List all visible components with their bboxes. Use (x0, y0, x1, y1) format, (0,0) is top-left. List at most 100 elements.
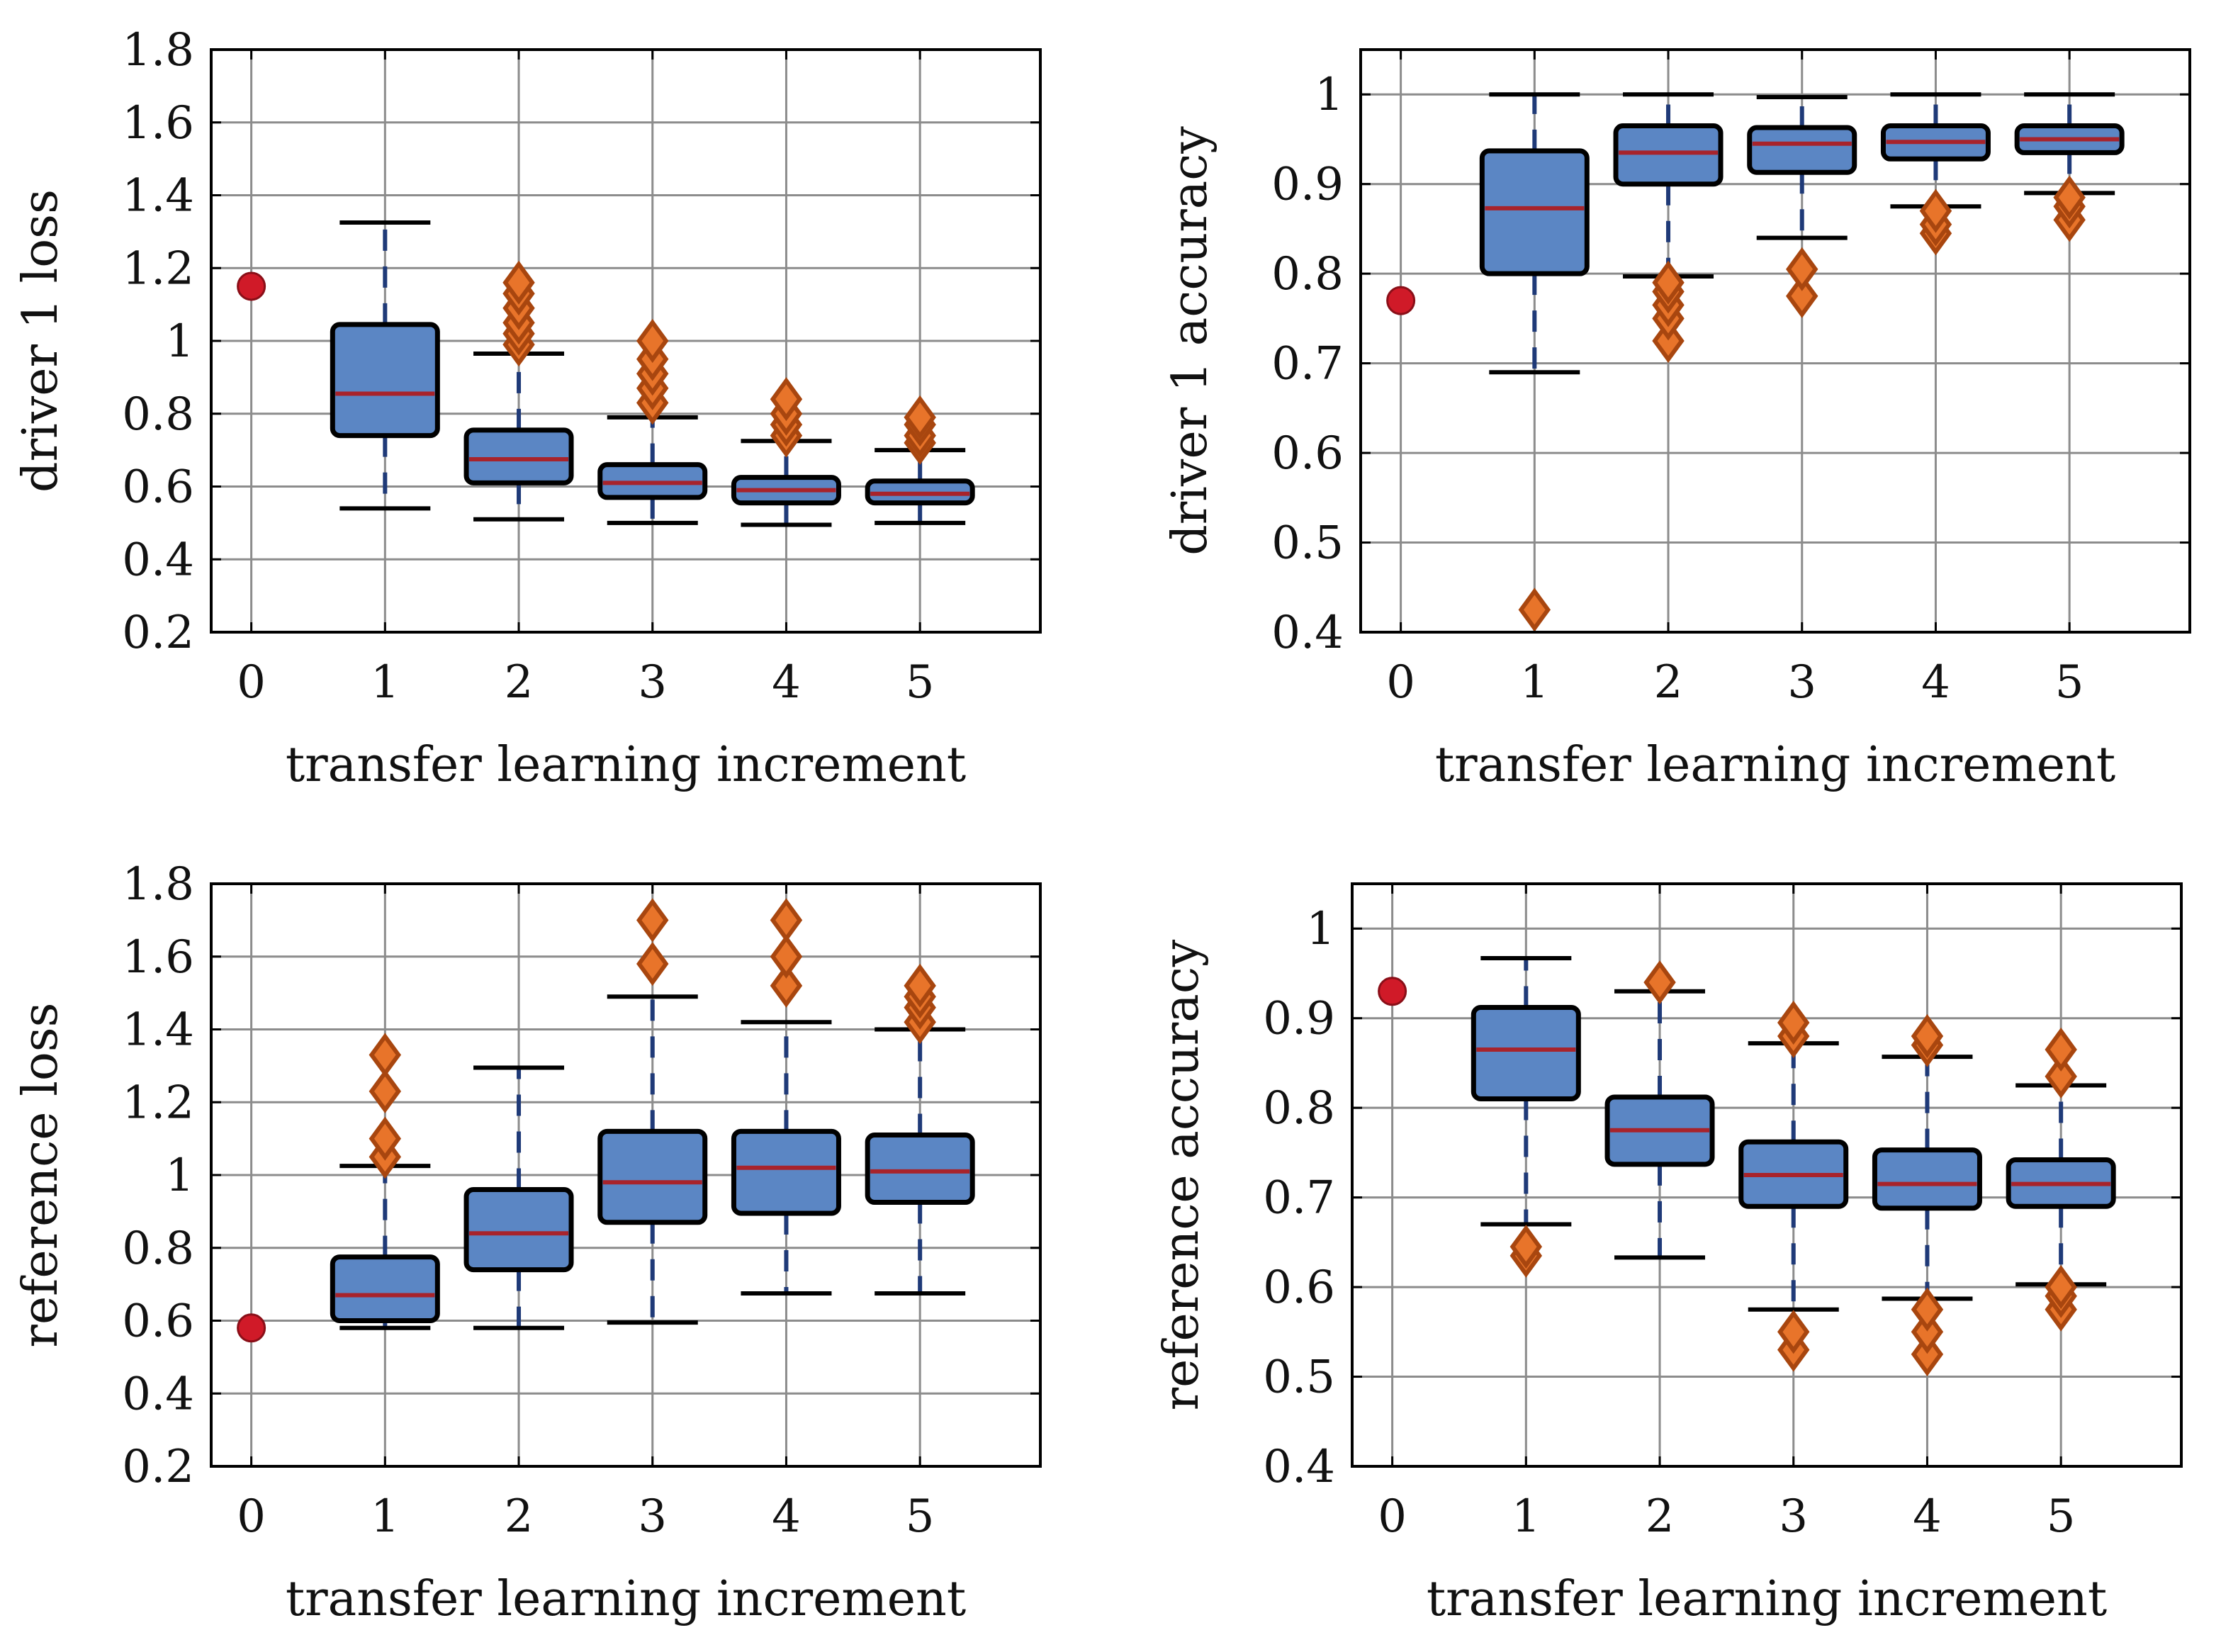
flier-point (1652, 318, 1685, 364)
flier-point (1919, 189, 1952, 233)
flier-point (1786, 274, 1818, 318)
baseline-point (1386, 286, 1416, 315)
flier-point (369, 1116, 402, 1161)
box-group-2 (463, 1065, 574, 1330)
x-tick-label: 4 (1913, 1490, 1942, 1543)
y-tick-label: 0.4 (122, 534, 194, 586)
box-group-4 (731, 898, 841, 1296)
box (865, 1132, 975, 1206)
tick-marks (1361, 50, 2190, 634)
x-tick-label: 3 (1787, 656, 1816, 709)
x-tick-label: 2 (1654, 656, 1683, 709)
y-tick-label: 1.4 (122, 1004, 194, 1057)
box-group-5 (2014, 92, 2125, 242)
box-group-4 (1872, 1013, 1982, 1377)
y-tick-label: 0.9 (1263, 993, 1335, 1045)
plot-frame (210, 48, 1042, 634)
y-tick-label: 0.6 (122, 461, 194, 514)
flier-point (1911, 1332, 1944, 1377)
flier-point (1518, 588, 1551, 632)
box-group-5 (2006, 1027, 2116, 1332)
x-tick-label: 5 (2047, 1490, 2076, 1543)
box-group-2 (463, 260, 574, 522)
flier-point (502, 260, 535, 305)
y-tick-label: 1.8 (122, 24, 194, 77)
flier-point (770, 934, 803, 979)
x-tick-label: 3 (638, 1490, 667, 1543)
x-tick-label: 1 (371, 1490, 400, 1543)
box-group-3 (597, 318, 708, 525)
x-tick-label: 1 (1520, 656, 1549, 709)
box-group-1 (330, 220, 440, 511)
box (1872, 1147, 1982, 1211)
flier-point (2045, 1027, 2077, 1072)
box (1471, 1005, 1581, 1102)
tick-marks (211, 882, 1040, 1468)
y-tick-label: 0.8 (1271, 248, 1344, 300)
y-tick-label: 0.7 (1271, 338, 1344, 390)
y-axis-label: driver 1 loss (13, 189, 69, 493)
y-tick-label: 0.9 (1271, 159, 1344, 211)
y-tick-label: 0.4 (1263, 1441, 1335, 1493)
flier-point (1911, 1013, 1944, 1059)
baseline-point (1378, 977, 1407, 1006)
flier-point (904, 963, 936, 1008)
y-tick-label: 0.6 (1271, 427, 1344, 480)
x-tick-label: 0 (1386, 656, 1415, 709)
x-tick-label: 5 (906, 656, 935, 709)
box-group-5 (865, 395, 975, 525)
y-tick-label: 0.4 (1271, 607, 1344, 659)
y-tick-label: 1 (165, 1150, 194, 1202)
flier-point (2053, 175, 2086, 220)
y-tick-label: 1.6 (122, 931, 194, 984)
flier-point (636, 898, 669, 943)
flier-point (636, 318, 669, 364)
x-axis-label: transfer learning increment (286, 737, 966, 793)
y-tick-label: 1.2 (122, 242, 194, 295)
x-axis-label: transfer learning increment (1427, 1571, 2107, 1627)
flier-point (2045, 1054, 2077, 1098)
x-tick-label: 0 (237, 656, 266, 709)
flier-point (369, 1033, 402, 1077)
box-group-3 (597, 898, 708, 1325)
flier-point (1509, 1225, 1543, 1269)
panel-reference-loss: 0 1 2 3 4 5 0.2 0.4 0.6 0.8 1 1.2 1.4 1.6 1.8 transfer … (13, 858, 1042, 1627)
x-tick-label: 0 (237, 1490, 266, 1543)
x-axis-label: transfer learning increment (1435, 737, 2115, 793)
box-group-2 (1613, 92, 1724, 364)
x-tick-label: 1 (371, 656, 400, 709)
y-tick-label: 0.8 (122, 1223, 194, 1275)
box-group-3 (1747, 95, 1857, 318)
y-tick-label: 1 (165, 315, 194, 368)
flier-point (369, 1069, 402, 1113)
flier-point (904, 395, 936, 439)
baseline-point (237, 271, 266, 301)
box (330, 322, 440, 439)
y-tick-label: 1 (1315, 69, 1344, 121)
box (1479, 148, 1590, 276)
x-tick-label: 1 (1512, 1490, 1541, 1543)
box-group-1 (1471, 955, 1581, 1278)
box-group-1 (330, 1033, 440, 1330)
panel-driver1-loss: 0 1 2 3 4 5 0.2 0.4 0.6 0.8 1 1.2 1.4 1.6 1.8 transfer … (13, 24, 1042, 793)
box (731, 1128, 841, 1216)
y-tick-label: 0.2 (122, 607, 194, 659)
panel-reference-accuracy: 0 1 2 3 4 5 0.4 0.5 0.6 0.7 0.8 0.9 1 transfer learni… (1154, 882, 2183, 1627)
flier-point (1777, 1000, 1810, 1045)
x-tick-label: 5 (2055, 656, 2084, 709)
plot-frame (1359, 48, 2191, 634)
box-group-3 (1738, 1000, 1849, 1372)
x-tick-label: 5 (906, 1490, 935, 1543)
y-tick-label: 0.5 (1271, 517, 1344, 570)
y-tick-label: 0.8 (122, 388, 194, 441)
box-group-4 (1880, 92, 1991, 256)
y-tick-label: 1.6 (122, 97, 194, 150)
x-tick-label: 4 (1921, 656, 1950, 709)
box-group-1 (1479, 92, 1590, 632)
flier-point (1786, 247, 1818, 291)
y-tick-label: 0.7 (1263, 1172, 1335, 1225)
y-axis-label: reference accuracy (1154, 939, 1210, 1410)
y-axis-label: driver 1 accuracy (1162, 126, 1218, 556)
plot-frame (1351, 882, 2183, 1468)
